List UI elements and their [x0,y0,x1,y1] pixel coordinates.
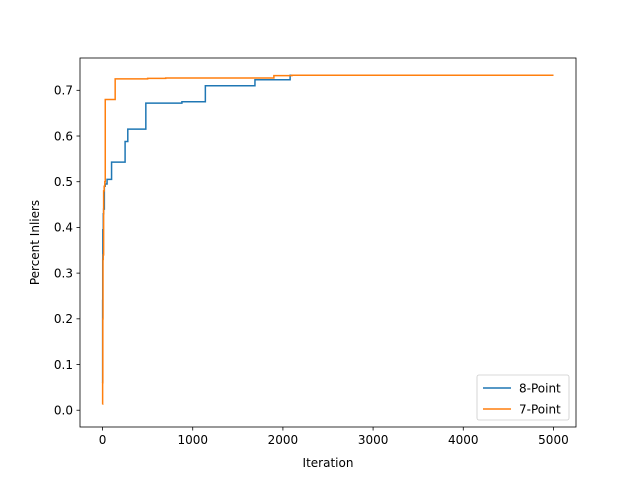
x-axis-label: Iteration [303,456,354,470]
series-layer [101,74,554,406]
legend: 8-Point 7-Point [476,374,570,421]
y-tick-label: 0.4 [54,221,73,235]
x-tick-label: 2000 [268,433,299,447]
y-tick-label: 0.3 [54,266,73,280]
x-tick-label: 1000 [177,433,208,447]
y-tick-label: 0.6 [54,129,73,143]
x-tick-label: 3000 [358,433,389,447]
x-axis-ticks: 0 1000 2000 3000 4000 5000 [99,427,569,447]
y-tick-label: 0.5 [54,175,73,189]
y-axis-label: Percent Inliers [28,200,42,285]
x-tick-label: 4000 [448,433,479,447]
series-line-2 [101,74,554,406]
series-line-1 [101,74,554,384]
x-tick-label: 5000 [538,433,569,447]
y-tick-label: 0.7 [54,84,73,98]
y-tick-label: 0.2 [54,312,73,326]
x-tick-label: 0 [99,433,107,447]
legend-label: 8-Point [519,381,561,395]
axes-frame [79,57,577,428]
y-axis-ticks: 0.0 0.1 0.2 0.3 0.4 0.5 0.6 0.7 [54,84,80,418]
y-tick-label: 0.0 [54,404,73,418]
y-tick-label: 0.1 [54,358,73,372]
legend-label: 7-Point [519,402,561,416]
